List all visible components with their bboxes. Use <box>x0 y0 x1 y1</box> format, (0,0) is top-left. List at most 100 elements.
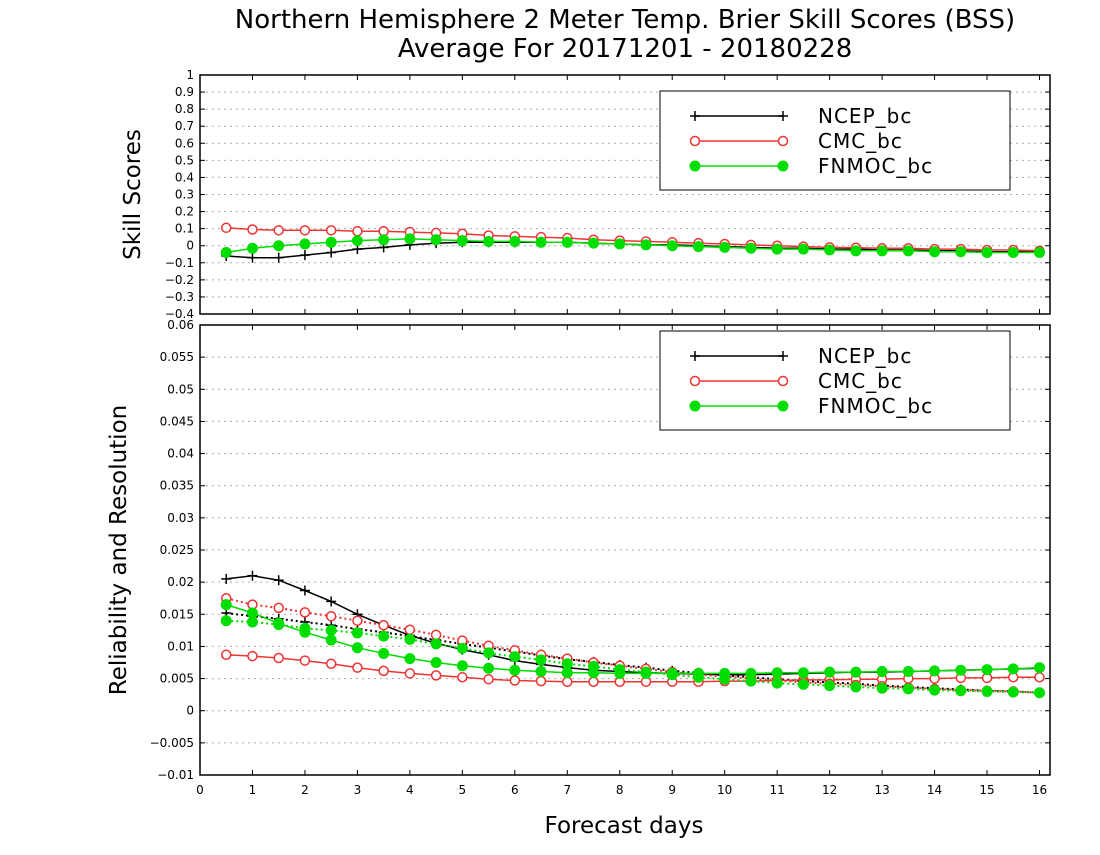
data-point <box>325 610 337 622</box>
data-point <box>692 671 704 683</box>
data-point <box>273 240 285 252</box>
data-point <box>929 684 941 696</box>
data-point <box>456 660 468 672</box>
series-NCEP_bc-solid <box>221 570 1045 680</box>
series-CMC_bc-solid <box>220 649 1045 688</box>
data-point <box>1007 686 1019 698</box>
data-point <box>666 240 678 252</box>
x-tick-label: 9 <box>668 783 676 797</box>
data-point <box>745 242 757 254</box>
y-tick-label: 0.2 <box>175 205 194 219</box>
y-axis-label: Skill Scores <box>120 129 146 260</box>
data-point <box>456 642 468 654</box>
data-point <box>1034 247 1046 259</box>
data-point <box>1034 662 1046 674</box>
data-point <box>929 665 941 677</box>
data-point <box>955 664 967 676</box>
x-tick-label: 0 <box>196 783 204 797</box>
legend-marker <box>689 375 701 387</box>
x-tick-label: 16 <box>1032 783 1047 797</box>
data-point <box>614 238 626 250</box>
data-point <box>850 245 862 257</box>
data-point <box>273 652 284 664</box>
plot-layer: −0.4 −0.3 −0.2 −0.1 0 0.1 0.2 0.3 0.4 0.5 0.6 0.7 0.… <box>106 68 1051 797</box>
data-point <box>850 681 862 693</box>
data-point <box>220 615 232 627</box>
y-tick-label: 0.015 <box>160 607 194 621</box>
data-point <box>561 236 573 248</box>
data-point <box>430 638 442 650</box>
data-point <box>535 654 547 666</box>
data-point <box>719 241 731 253</box>
data-point <box>588 237 600 249</box>
data-point <box>509 664 521 676</box>
data-point <box>352 615 363 626</box>
x-tick-label: 6 <box>511 783 519 797</box>
data-point <box>351 642 363 654</box>
data-point <box>325 658 337 670</box>
data-point <box>562 676 573 688</box>
x-tick-label: 14 <box>927 783 942 797</box>
data-point <box>1034 672 1045 683</box>
data-point <box>902 245 914 257</box>
legend-marker <box>689 160 701 172</box>
y-tick-label: 0.055 <box>160 350 194 364</box>
data-point <box>876 666 888 677</box>
data-point <box>483 647 495 659</box>
y-tick-label: 0.4 <box>175 170 194 184</box>
data-point <box>220 649 232 661</box>
data-point <box>902 666 914 677</box>
data-point <box>483 235 495 247</box>
data-point <box>299 238 311 250</box>
y-tick-label: −0.3 <box>165 290 194 304</box>
legend-label: NCEP_bc <box>818 104 912 128</box>
data-point <box>509 235 521 247</box>
data-point <box>902 683 914 695</box>
x-tick-label: 10 <box>717 783 732 797</box>
data-point <box>771 667 783 679</box>
data-point <box>771 243 783 255</box>
data-point <box>430 234 442 246</box>
x-tick-label: 5 <box>459 783 467 797</box>
data-point <box>640 239 652 251</box>
data-point <box>404 653 416 665</box>
data-point <box>246 242 258 254</box>
y-tick-label: 0 <box>186 239 194 253</box>
data-point <box>981 685 993 697</box>
data-point <box>430 629 442 641</box>
data-point <box>824 680 836 692</box>
data-point <box>850 666 862 678</box>
x-tick-label: 1 <box>249 783 257 797</box>
x-tick-label: 7 <box>563 783 571 797</box>
y-tick-label: 0.03 <box>167 511 194 525</box>
y-tick-label: 0.8 <box>175 102 194 116</box>
series-NCEP_bc-dotted <box>221 608 1045 698</box>
data-point <box>247 650 258 662</box>
y-tick-label: 1 <box>186 68 194 82</box>
data-point <box>955 246 967 258</box>
panel-bottom: −0.01 −0.005 0 0.005 0.01 0.015 0.02 0.025 0.03 0… <box>106 318 1051 797</box>
y-tick-label: 0.045 <box>160 414 194 428</box>
data-point <box>325 236 337 248</box>
legend-label: CMC_bc <box>818 369 903 393</box>
y-tick-label: −0.2 <box>165 273 194 287</box>
data-point <box>378 234 390 246</box>
x-tick-label: 8 <box>616 783 624 797</box>
data-point <box>745 675 757 687</box>
x-tick-label: 11 <box>770 783 785 797</box>
data-point <box>1007 247 1019 259</box>
data-point <box>483 662 495 674</box>
y-tick-label: 0.1 <box>175 222 194 236</box>
data-point <box>299 622 311 634</box>
y-tick-label: 0.9 <box>175 85 194 99</box>
data-point <box>981 247 993 259</box>
data-point <box>325 624 337 636</box>
data-point <box>1034 687 1046 699</box>
series-line <box>225 603 1040 675</box>
data-point <box>797 678 809 690</box>
data-point <box>430 670 442 681</box>
data-point <box>719 673 731 685</box>
data-point <box>876 682 888 694</box>
y-tick-label: 0.04 <box>167 447 194 461</box>
